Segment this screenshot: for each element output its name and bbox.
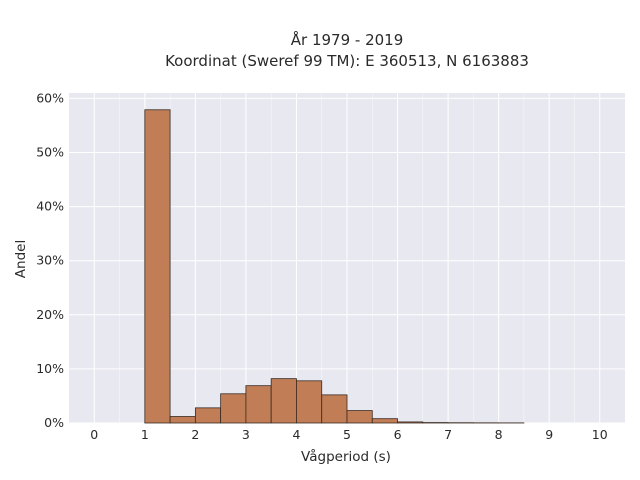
y-tick-label: 40% [36,199,64,214]
histogram-bar [194,407,222,424]
histogram-bar [296,380,323,424]
y-tick-label: 50% [36,145,64,160]
x-axis-label: Vågperiod (s) [301,448,391,465]
histogram-bar [169,416,196,424]
histogram-bar [397,421,424,424]
x-tick-label: 8 [495,427,503,442]
y-tick-label: 20% [36,307,64,322]
x-tick-label: 10 [592,427,608,442]
y-tick-label: 10% [36,361,64,376]
bars [144,109,525,424]
x-tick-label: 4 [292,427,300,442]
histogram-bar [245,385,272,424]
histogram-bar [144,109,171,424]
y-tick-label: 30% [36,253,64,268]
histogram-bar [220,393,247,424]
x-tick-label: 5 [343,427,351,442]
y-axis-ticks: 0% 10% 20% 30% 40% 50% 60% [36,90,64,430]
x-tick-label: 9 [545,427,553,442]
x-tick-label: 6 [394,427,402,442]
x-tick-label: 2 [191,427,199,442]
y-tick-label: 0% [44,415,64,430]
x-tick-label: 0 [90,427,98,442]
y-tick-label: 60% [36,90,64,105]
chart-title-line-1: År 1979 - 2019 [291,30,404,49]
chart-title-line-2: Koordinat (Sweref 99 TM): E 360513, N 61… [165,52,529,70]
histogram-bar [270,378,297,424]
x-tick-label: 7 [444,427,452,442]
x-axis-ticks: 0 1 2 3 4 5 6 7 8 9 10 [90,427,607,442]
histogram-bar [321,394,348,424]
x-tick-label: 1 [141,427,149,442]
histogram-bar [346,410,373,424]
histogram-bar [371,418,398,424]
x-tick-label: 3 [242,427,250,442]
y-axis-label: Andel [13,240,29,278]
